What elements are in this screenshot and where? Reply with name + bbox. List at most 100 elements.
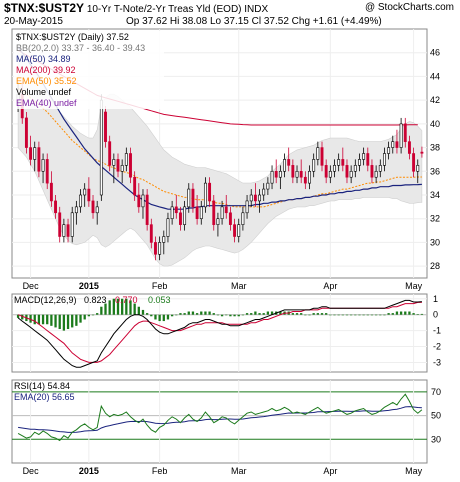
candle-body <box>241 212 245 225</box>
candle-body <box>154 242 157 255</box>
price-tick-label: 36 <box>430 166 440 176</box>
candle-body <box>324 165 328 178</box>
candle-body <box>253 194 257 202</box>
macd-histogram-bar <box>395 311 399 315</box>
legend-ema50: EMA(50) 35.52 <box>16 76 77 86</box>
candle-body <box>203 182 207 208</box>
macd-histogram-bar <box>208 311 211 315</box>
x-tick-label: Mar <box>231 281 247 291</box>
x-tick-label: Dec <box>23 466 40 476</box>
candle-body <box>387 147 391 154</box>
macd-histogram-bar <box>33 314 36 325</box>
candle-body <box>91 200 95 214</box>
macd-tick-label: 0 <box>433 310 438 320</box>
x-tick-label: Feb <box>152 466 168 476</box>
macd-histogram-bar <box>379 314 382 316</box>
legend-bb: BB(20,2.0) 33.37 - 36.40 - 39.43 <box>16 43 145 53</box>
macd-histogram-bar <box>370 314 374 316</box>
macd-histogram-bar <box>75 314 78 326</box>
macd-histogram-bar <box>233 314 236 317</box>
candle-body <box>120 165 124 172</box>
macd-histogram-bar <box>387 313 390 315</box>
price-tick-label: 30 <box>430 237 440 247</box>
rsi-tick-label: 70 <box>431 387 441 397</box>
candle-body <box>174 206 178 214</box>
candle-body <box>79 194 82 208</box>
candle-body <box>124 153 128 166</box>
macd-histogram-bar <box>187 311 190 315</box>
symbol-description: 10-Yr T-Note/2-Yr Treas Yld (EOD) <box>86 4 242 15</box>
macd-histogram-bar <box>41 314 45 325</box>
macd-histogram-bar <box>145 313 149 315</box>
macd-histogram-bar <box>254 311 257 315</box>
macd-histogram-bar <box>295 313 299 315</box>
legend-macd-v2: 0.770 <box>115 295 138 305</box>
candle-body <box>249 194 253 202</box>
macd-series <box>16 298 424 368</box>
candle-body <box>70 212 74 237</box>
price-tick-label: 28 <box>430 261 440 271</box>
macd-histogram-bar <box>141 309 145 315</box>
macd-histogram-bar <box>225 314 228 316</box>
candle-body <box>345 165 349 178</box>
candle-body <box>224 206 228 214</box>
macd-histogram-bar <box>116 298 120 315</box>
macd-histogram-bar <box>162 314 165 322</box>
macd-histogram-bar <box>91 314 95 316</box>
macd-histogram-bar <box>62 314 66 331</box>
macd-histogram-bar <box>191 311 195 315</box>
candle-body <box>378 165 382 172</box>
x-tick-label: Apr <box>323 281 337 291</box>
candle-body <box>287 159 291 166</box>
candle-body <box>362 153 366 160</box>
macd-histogram-bar <box>258 313 261 315</box>
x-tick-label: 2015 <box>79 281 99 291</box>
macd-histogram-bar <box>137 306 140 315</box>
candle-body <box>420 151 424 154</box>
rsi-legend: RSI(14) 54.84 EMA(20) 56.65 <box>14 381 75 402</box>
candle-body <box>328 170 332 178</box>
macd-histogram-bar <box>279 311 282 315</box>
macd-histogram-bar <box>316 313 319 315</box>
candle-body <box>24 117 28 148</box>
candle-body <box>74 206 78 214</box>
macd-histogram-bar <box>104 303 107 315</box>
macd-histogram-bar <box>183 313 186 315</box>
macd-legend: MACD(12,26,9) 0.823 0.770 0.053 <box>14 295 171 305</box>
candle-body <box>112 159 116 166</box>
macd-histogram-bar <box>16 314 20 318</box>
macd-histogram-bar <box>300 313 303 315</box>
candle-body <box>237 224 241 237</box>
candle-body <box>370 165 374 178</box>
candle-body <box>320 147 324 166</box>
candle-body <box>383 153 386 166</box>
macd-histogram-bar <box>158 314 161 322</box>
exchange-label: INDX <box>244 4 269 15</box>
macd-histogram-bar <box>337 314 340 316</box>
candle-body <box>145 194 149 225</box>
candle-body <box>412 153 416 172</box>
candle-body <box>45 159 49 184</box>
macd-histogram-bar <box>266 311 270 315</box>
macd-histogram-bar <box>220 314 224 317</box>
candle-body <box>170 206 174 220</box>
macd-histogram-bar <box>308 314 311 316</box>
legend-ma50: MA(50) 34.89 <box>16 54 71 64</box>
x-tick-label: May <box>405 466 423 476</box>
candle-body <box>403 123 407 142</box>
price-tick-label: 32 <box>430 214 440 224</box>
macd-histogram-bar <box>412 313 415 315</box>
macd-histogram-bar <box>391 313 394 315</box>
candle-body <box>228 212 232 225</box>
candle-body <box>149 224 153 243</box>
quote-line: Op 37.62 Hi 38.08 Lo 37.15 Cl 37.52 Chg … <box>126 16 382 27</box>
macd-histogram-bar <box>349 314 353 316</box>
macd-histogram-bar <box>408 311 411 315</box>
candle-body <box>316 147 320 160</box>
candle-body <box>220 206 224 220</box>
macd-histogram-bar <box>195 313 199 315</box>
ma50-line <box>17 46 422 210</box>
macd-histogram-bar <box>354 314 357 316</box>
legend-volume: Volume undef <box>16 87 72 97</box>
